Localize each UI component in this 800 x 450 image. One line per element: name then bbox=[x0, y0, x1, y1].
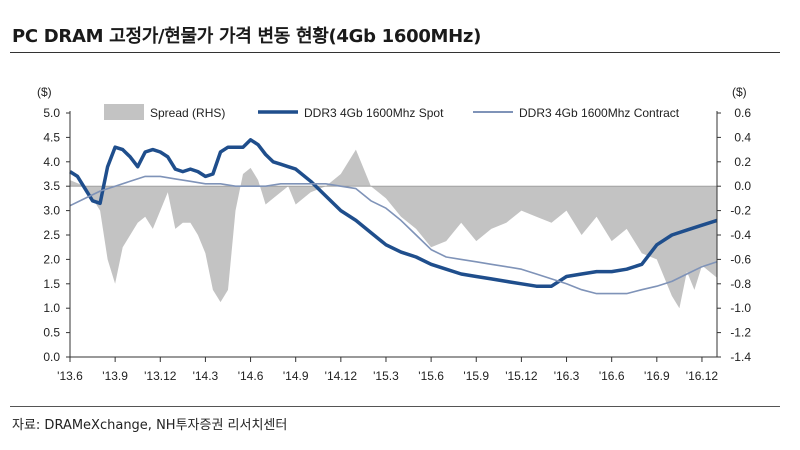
legend-label-contract: DDR3 4Gb 1600Mhz Contract bbox=[519, 106, 680, 120]
spot-price-line bbox=[69, 138, 718, 288]
left-tick-label: 4.5 bbox=[43, 130, 60, 144]
right-tick-label: -1.0 bbox=[730, 301, 751, 315]
left-tick-label: 5.0 bbox=[43, 106, 60, 120]
x-tick-label: '13.6 bbox=[57, 369, 83, 383]
contract-price-line bbox=[69, 175, 718, 295]
x-tick-label: '15.12 bbox=[505, 369, 538, 383]
legend-label-spot: DDR3 4Gb 1600Mhz Spot bbox=[304, 106, 444, 120]
chart-title: PC DRAM 고정가/현물가 가격 변동 현황(4Gb 1600MHz) bbox=[12, 26, 482, 47]
right-tick-label: 0.0 bbox=[734, 179, 751, 193]
left-axis-unit: ($) bbox=[37, 85, 52, 99]
x-tick-label: '14.6 bbox=[238, 369, 264, 383]
source-note: 자료: DRAMeXchange, NH투자증권 리서치센터 bbox=[12, 418, 288, 433]
left-tick-label: 0.5 bbox=[43, 326, 60, 340]
right-tick-label: -0.8 bbox=[730, 277, 751, 291]
right-tick-label: 0.2 bbox=[734, 155, 751, 169]
right-axis-unit: ($) bbox=[732, 85, 747, 99]
x-tick-label: '16.6 bbox=[599, 369, 625, 383]
x-tick-label: '16.12 bbox=[686, 369, 719, 383]
legend-label-spread: Spread (RHS) bbox=[150, 106, 225, 120]
x-tick-label: '15.6 bbox=[418, 369, 444, 383]
spread-area bbox=[70, 149, 717, 309]
x-tick-label: '16.3 bbox=[554, 369, 580, 383]
left-tick-label: 3.0 bbox=[43, 204, 60, 218]
footer-rule bbox=[10, 406, 780, 407]
x-tick-label: '14.3 bbox=[193, 369, 219, 383]
spread-area-layer bbox=[70, 149, 717, 309]
right-tick-label: -0.2 bbox=[730, 204, 751, 218]
right-tick-label: 0.6 bbox=[734, 106, 751, 120]
x-tick-label: '13.12 bbox=[144, 369, 177, 383]
left-tick-label: 2.5 bbox=[43, 228, 60, 242]
left-tick-label: 0.0 bbox=[43, 350, 60, 364]
x-tick-label: '15.3 bbox=[373, 369, 399, 383]
right-tick-label: -0.6 bbox=[730, 252, 751, 266]
left-tick-label: 1.5 bbox=[43, 277, 60, 291]
x-tick-label: '14.9 bbox=[283, 369, 309, 383]
x-tick-label: '13.9 bbox=[102, 369, 128, 383]
right-tick-label: -0.4 bbox=[730, 228, 751, 242]
legend: Spread (RHS) DDR3 4Gb 1600Mhz Spot DDR3 … bbox=[104, 104, 680, 120]
title-rule bbox=[10, 52, 780, 53]
right-tick-label: -1.4 bbox=[730, 350, 751, 364]
left-tick-label: 3.5 bbox=[43, 179, 60, 193]
axes-layer: 5.0 4.5 4.0 3.5 3.0 2.5 2.0 1.5 1.0 0.5 0.0 ($) 0.6 0… bbox=[37, 85, 751, 383]
x-tick-label: '16.9 bbox=[644, 369, 670, 383]
left-tick-label: 2.0 bbox=[43, 252, 60, 266]
legend-swatch-spread bbox=[104, 104, 144, 120]
right-tick-label: -1.2 bbox=[730, 326, 751, 340]
right-tick-label: 0.4 bbox=[734, 130, 751, 144]
left-tick-label: 4.0 bbox=[43, 155, 60, 169]
left-tick-label: 1.0 bbox=[43, 301, 60, 315]
x-tick-label: '15.9 bbox=[463, 369, 489, 383]
x-tick-label: '14.12 bbox=[325, 369, 358, 383]
lines-layer bbox=[69, 138, 718, 295]
